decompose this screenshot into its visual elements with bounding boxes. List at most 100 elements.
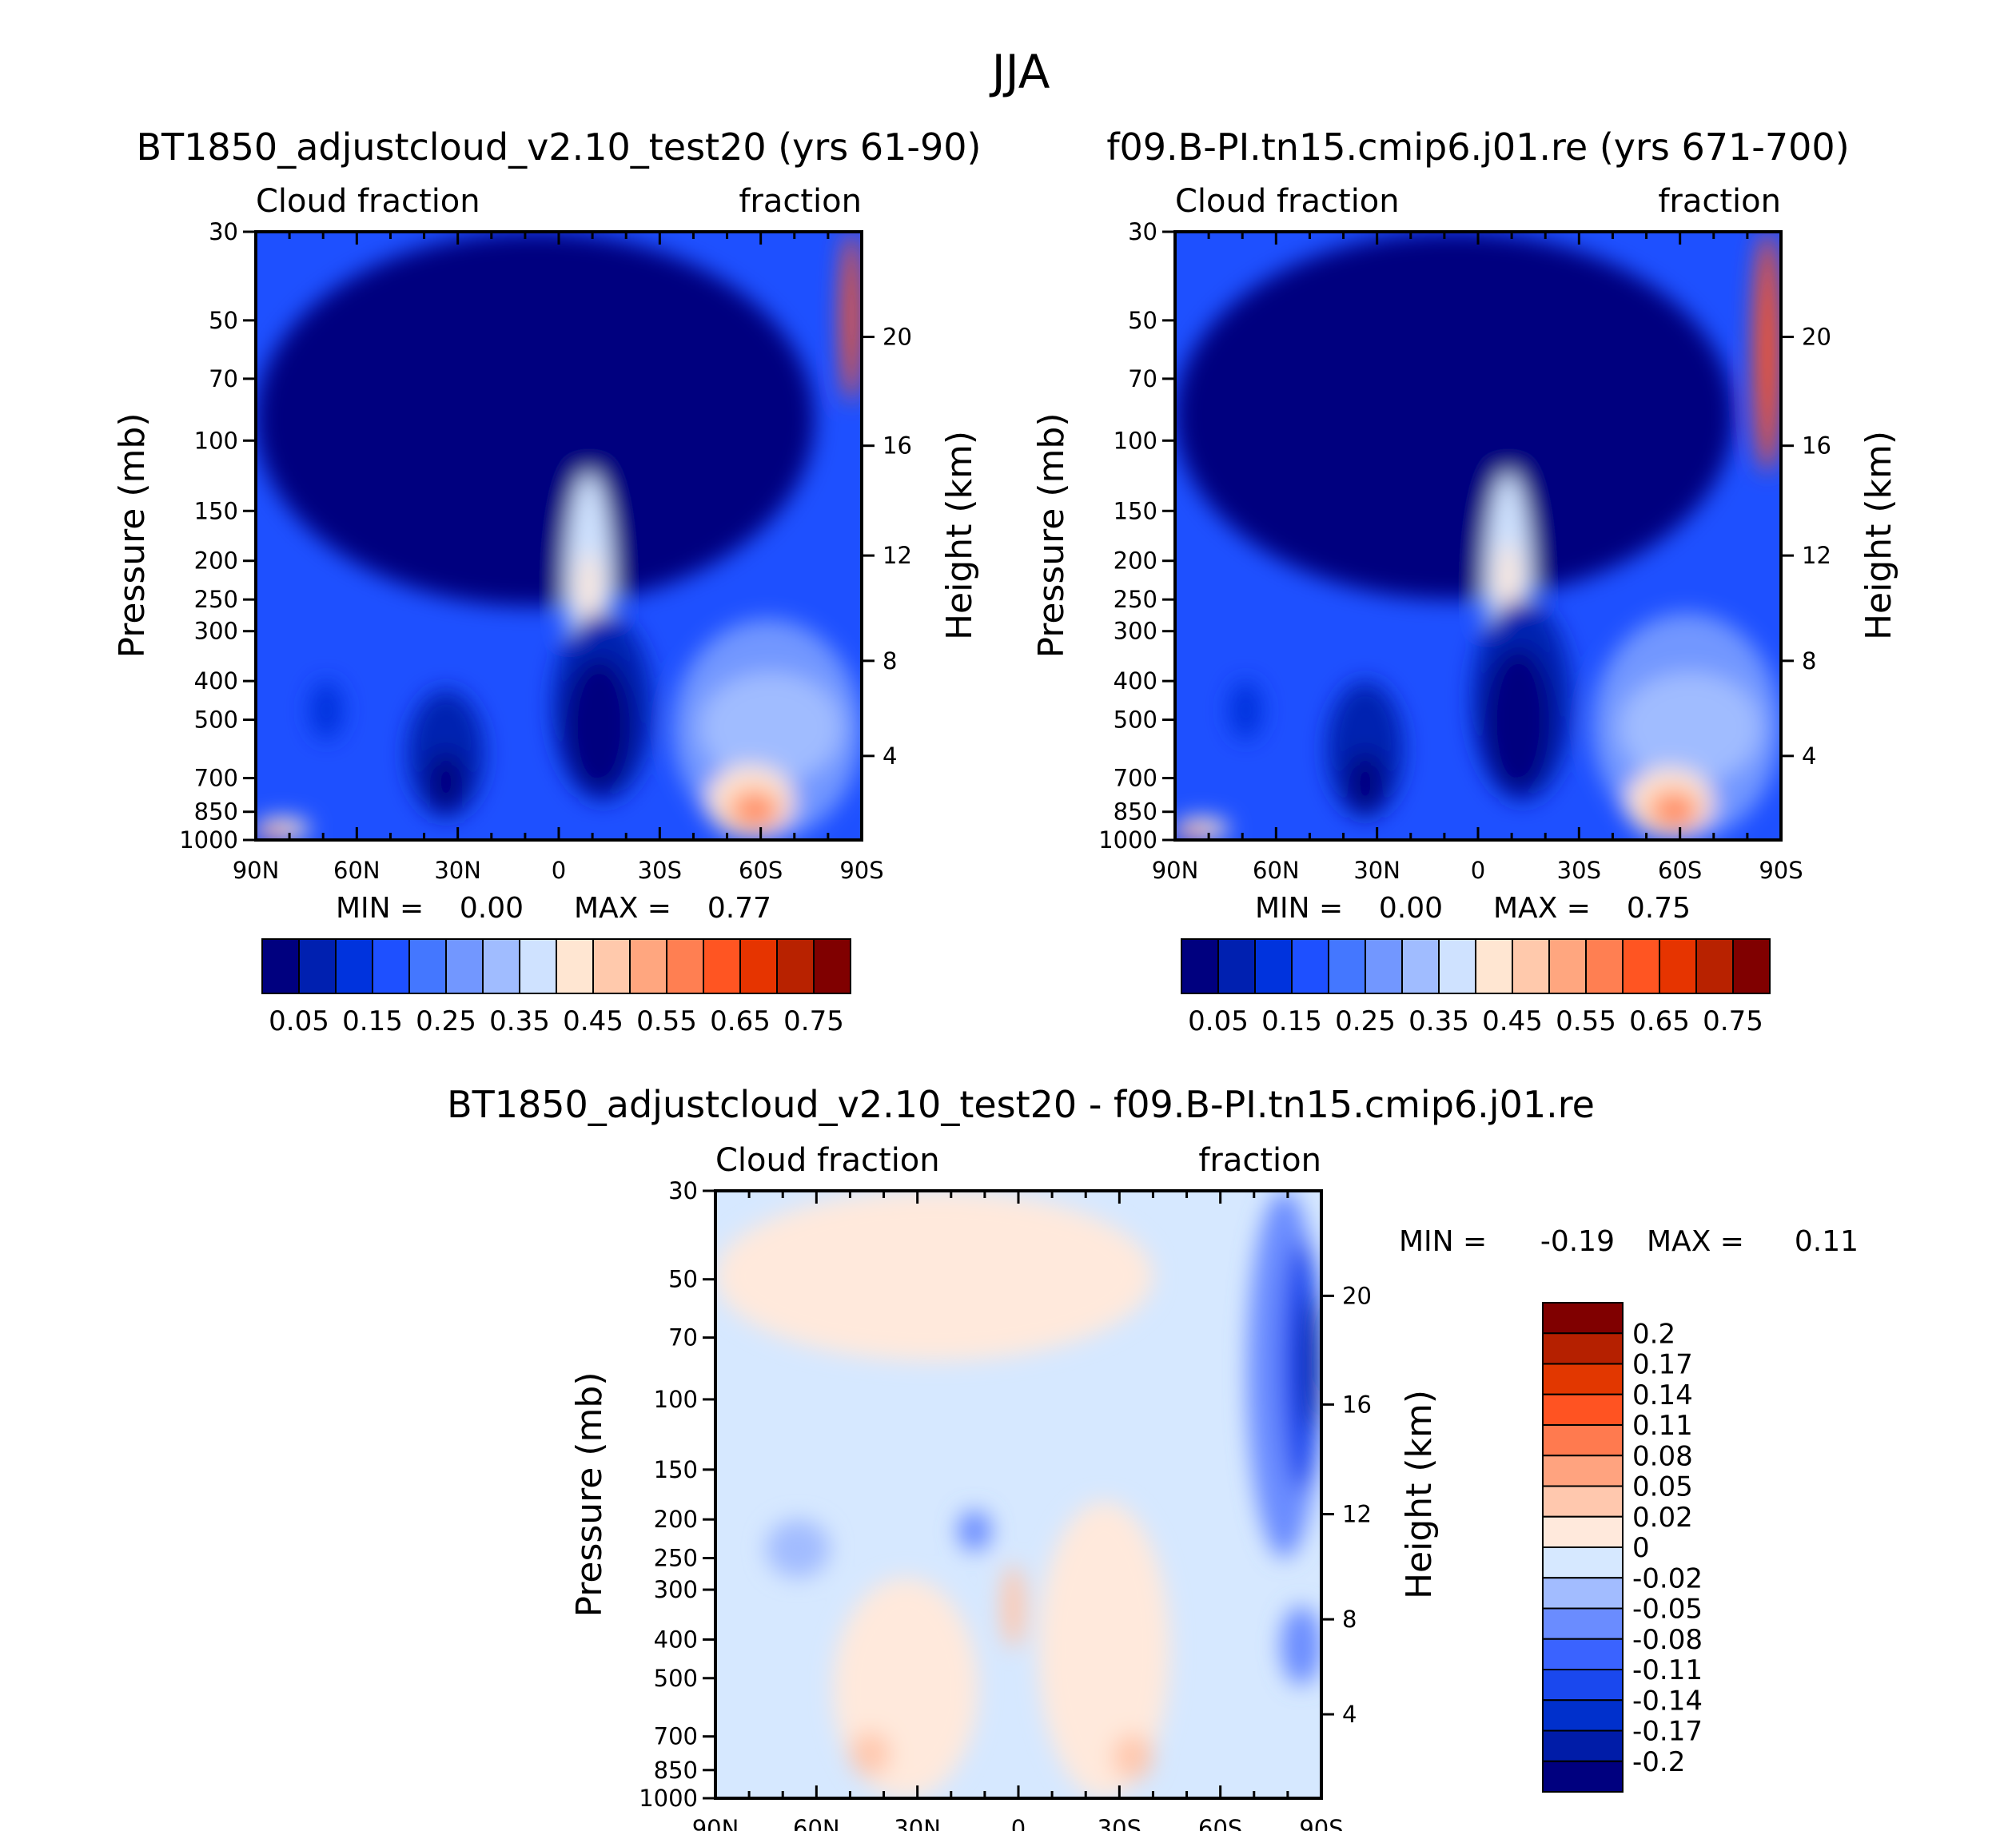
y-right-tick-label: 4 [882,742,897,770]
colorbar-swatch [1542,1424,1624,1457]
colorbar-label: 0.65 [710,1005,771,1037]
contour-sh-midlatitude-upper [699,672,842,783]
contour-equatorial-positive [1001,1565,1026,1648]
figure-title: JJA [990,45,1050,99]
contour-polar-negative-deep [1301,1296,1321,1431]
x-tick-label: 60S [1658,857,1702,884]
min-value: -0.19 [1540,1225,1615,1258]
y-axis-right-label: Height (km) [1859,431,1899,640]
y-axis-label: Pressure (mb) [1031,413,1072,659]
y-tick-label: 150 [654,1456,698,1483]
colorbar-swatch [1542,1760,1624,1793]
y-tick-label: 50 [209,307,238,334]
y-tick-label: 300 [1114,618,1157,645]
contour-upper-band-positive [715,1191,1153,1361]
contour-sh-subtropic-core [1484,647,1552,793]
colorbar-swatch [1254,938,1293,994]
colorbar-swatch [1542,1699,1624,1732]
y-right-tick-label: 16 [1342,1391,1372,1418]
colorbar-swatch [1365,938,1403,994]
colorbar-swatch [1328,938,1366,994]
colorbar-swatch [1548,938,1587,994]
contour-nh-positive-patch [850,1731,890,1777]
colorbar-label: -0.08 [1632,1624,1703,1656]
colorbar-swatch [1217,938,1256,994]
contour-nh-subtropic-dry-zone [1326,681,1404,818]
contour-plot [715,1191,1321,1798]
y-tick-label: 30 [1128,218,1157,245]
colorbar: 0.20.170.140.110.080.050.020-0.02-0.05-0… [1542,1302,1703,1793]
colorbar-label: 0.25 [416,1005,476,1037]
x-tick-label: 90S [839,857,883,884]
colorbar-label: 0.35 [1408,1005,1469,1037]
x-tick-label: 30N [434,857,481,884]
right-label: fraction [1658,183,1781,220]
colorbar-swatch [519,938,557,994]
colorbar-swatch [1401,938,1440,994]
contour-upper-stratosphere-low-cloud [256,232,815,607]
contour-sh-subtropic-positive [1038,1501,1170,1798]
colorbar-label: 0.65 [1629,1005,1690,1037]
x-tick-label: 90N [1152,857,1199,884]
axis-ticks: 90N 60N 30N 0 30S 60S 90S 30 50 70 100 150 200 250 300… [639,1177,1372,1831]
x-tick-label: 90S [1759,857,1803,884]
x-tick-label: 60N [333,857,380,884]
y-right-tick-label: 12 [1802,542,1831,569]
y-right-tick-label: 4 [1342,1701,1357,1728]
y-tick-label: 850 [1114,798,1157,826]
colorbar-swatch [1542,1302,1624,1335]
contour-sh-midlatitude-upper [1619,672,1761,783]
panel-title: f09.B-PI.tn15.cmip6.j01.re (yrs 671-700) [1106,125,1849,169]
contour-arctic-low-cloud-core [256,830,290,840]
x-tick-label: 60N [793,1815,840,1831]
y-tick-label: 70 [668,1324,698,1351]
y-tick-label: 50 [1128,307,1157,334]
y-tick-label: 100 [194,427,238,454]
colorbar-swatch [482,938,520,994]
min-value: 0.00 [460,892,524,925]
x-tick-label: 30N [1353,857,1400,884]
colorbar-swatch [813,938,851,994]
x-tick-label: 90S [1299,1815,1343,1831]
colorbar-swatch [1542,1363,1624,1395]
colorbar-label: 0.17 [1632,1349,1693,1381]
colorbar-swatch [1438,938,1476,994]
y-tick-label: 30 [668,1177,698,1204]
colorbar-label: -0.02 [1632,1562,1703,1594]
colorbar-swatch [1542,1515,1624,1548]
y-tick-label: 200 [1114,547,1157,575]
contour-sh-positive-patch [1112,1733,1153,1781]
y-tick-label: 50 [668,1266,698,1293]
panel-model-test: BT1850_adjustcloud_v2.10_test20 (yrs 61-… [112,125,982,1037]
colorbar-label: 0 [1632,1532,1650,1564]
colorbar-swatch [1542,1638,1624,1670]
contour-sh-high-negative [1281,1606,1321,1686]
y-tick-label: 250 [654,1545,698,1572]
axis-ticks: 90N 60N 30N 0 30S 60S 90S 30 50 70 100 150 200 250 300… [179,218,912,884]
contour-plot [1175,232,1781,840]
colorbar-label: -0.11 [1632,1654,1703,1686]
colorbar-label: 0.35 [489,1005,550,1037]
min-label: MIN = [1255,892,1343,925]
colorbar-swatch [1542,1332,1624,1365]
x-tick-label: 90N [233,857,280,884]
colorbar-swatch [1542,1577,1624,1610]
y-tick-label: 700 [194,765,238,792]
colorbar-swatch [261,938,300,994]
max-label: MAX = [1647,1225,1744,1258]
colorbar-swatch [1542,1729,1624,1762]
colorbar-label: 0.15 [1261,1005,1322,1037]
contour-nh-subtropic-core [1346,751,1385,814]
max-value: 0.75 [1627,892,1691,925]
colorbar: 0.05 0.15 0.25 0.35 0.45 0.55 0.65 0.75 [1181,938,1771,1037]
x-tick-label: 30S [1557,857,1601,884]
x-tick-label: 0 [1471,857,1485,884]
axis-ticks: 90N 60N 30N 0 30S 60S 90S 30 50 70 100 150 200 250 300… [1098,218,1831,884]
y-tick-label: 150 [194,497,238,524]
colorbar-label: 0.25 [1335,1005,1396,1037]
y-right-tick-label: 12 [1342,1501,1372,1528]
y-right-tick-label: 20 [1802,324,1831,351]
y-tick-label: 850 [194,798,238,826]
colorbar-label: 0.45 [1482,1005,1543,1037]
